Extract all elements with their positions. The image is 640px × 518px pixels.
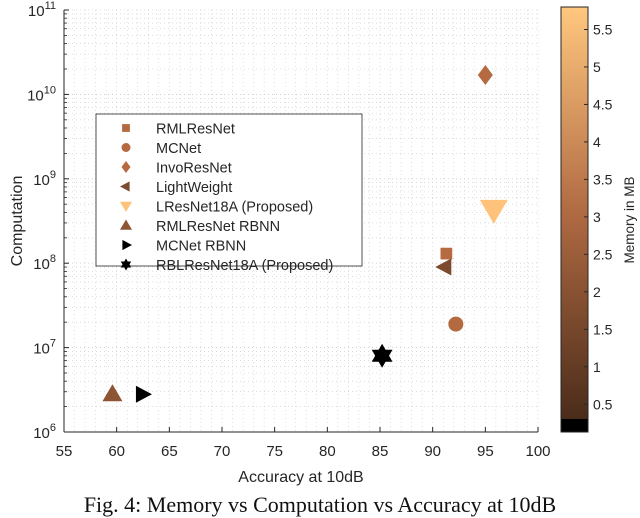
colorbar-label: Memory in MB xyxy=(622,176,637,263)
colorbar-tick-label: 2.5 xyxy=(593,246,613,262)
colorbar-tick-label: 4 xyxy=(593,134,601,150)
legend-marker-icon xyxy=(120,258,132,271)
x-tick-label: 80 xyxy=(319,443,336,460)
legend-marker-icon xyxy=(121,143,131,152)
x-tick-label: 65 xyxy=(161,443,178,460)
x-tick-label: 100 xyxy=(525,443,550,460)
data-point-rblresnet18a-proposed xyxy=(371,343,393,368)
x-tick-label: 70 xyxy=(214,443,231,460)
data-point-mcnet xyxy=(448,316,464,332)
colorbar-frame xyxy=(560,6,589,433)
x-tick-label: 90 xyxy=(424,443,441,460)
colorbar-tick-label: 1.5 xyxy=(593,321,613,337)
colorbar-tick-label: 3 xyxy=(593,209,601,225)
legend-marker-icon xyxy=(122,239,132,251)
y-tick-label: 107 xyxy=(33,338,56,358)
x-tick-label: 60 xyxy=(108,443,125,460)
colorbar-tick-label: 3.5 xyxy=(593,171,613,187)
legend-label: RMLResNet xyxy=(156,122,235,138)
y-tick-label: 1011 xyxy=(28,0,56,20)
x-axis-label: Accuracy at 10dB xyxy=(238,469,363,486)
data-point-invoresnet xyxy=(477,64,493,85)
legend-label: RBLResNet18A (Proposed) xyxy=(156,258,333,274)
figure-caption: Fig. 4: Memory vs Computation vs Accurac… xyxy=(83,492,557,517)
y-tick-label: 109 xyxy=(33,169,56,189)
legend-label: InvoResNet xyxy=(156,161,232,177)
y-axis-label: Computation xyxy=(9,176,26,267)
colorbar-tick-label: 5.5 xyxy=(593,21,613,37)
x-tick-label: 85 xyxy=(372,443,389,460)
data-point-lresnet18a-proposed xyxy=(479,199,508,224)
legend-label: MCNet xyxy=(156,141,201,157)
colorbar-low-band xyxy=(561,419,588,432)
legend-label: RMLResNet RBNN xyxy=(156,219,280,235)
data-point-mcnet-rbnn xyxy=(135,385,152,403)
x-tick-label: 75 xyxy=(266,443,283,460)
colorbar-tick-label: 5 xyxy=(593,59,601,75)
data-point-rmlresnet xyxy=(440,247,453,260)
colorbar-tick-label: 0.5 xyxy=(593,396,613,412)
x-tick-label: 95 xyxy=(477,443,494,460)
legend: RMLResNet MCNet InvoResNet LightWeight LResN… xyxy=(95,113,363,274)
legend-label: MCNet RBNN xyxy=(156,239,246,255)
data-point-lightweight xyxy=(435,258,452,276)
legend-label: LightWeight xyxy=(156,180,232,196)
legend-marker-icon xyxy=(120,181,130,192)
y-tick-label: 1010 xyxy=(27,84,56,104)
colorbar-tick-label: 1 xyxy=(593,359,601,375)
colorbar-gradient xyxy=(561,7,588,419)
data-point-rmlresnet-rbnn xyxy=(102,384,123,402)
y-tick-label: 106 xyxy=(33,422,56,442)
legend-marker-icon xyxy=(122,124,130,132)
x-tick-label: 55 xyxy=(56,443,73,460)
legend-label: LResNet18A (Proposed) xyxy=(156,200,313,216)
legend-marker-icon xyxy=(121,161,131,173)
legend-box xyxy=(95,113,363,267)
colorbar-tick-label: 4.5 xyxy=(593,96,613,112)
legend-marker-icon xyxy=(120,201,132,212)
colorbar-tick-label: 2 xyxy=(593,284,601,300)
colorbar: 0.5 1 1.5 2 2.5 3 3.5 4 4.5 5 5.5 Memory in MB xyxy=(560,6,637,433)
legend-marker-icon xyxy=(120,219,132,230)
y-tick-label: 108 xyxy=(33,253,56,273)
